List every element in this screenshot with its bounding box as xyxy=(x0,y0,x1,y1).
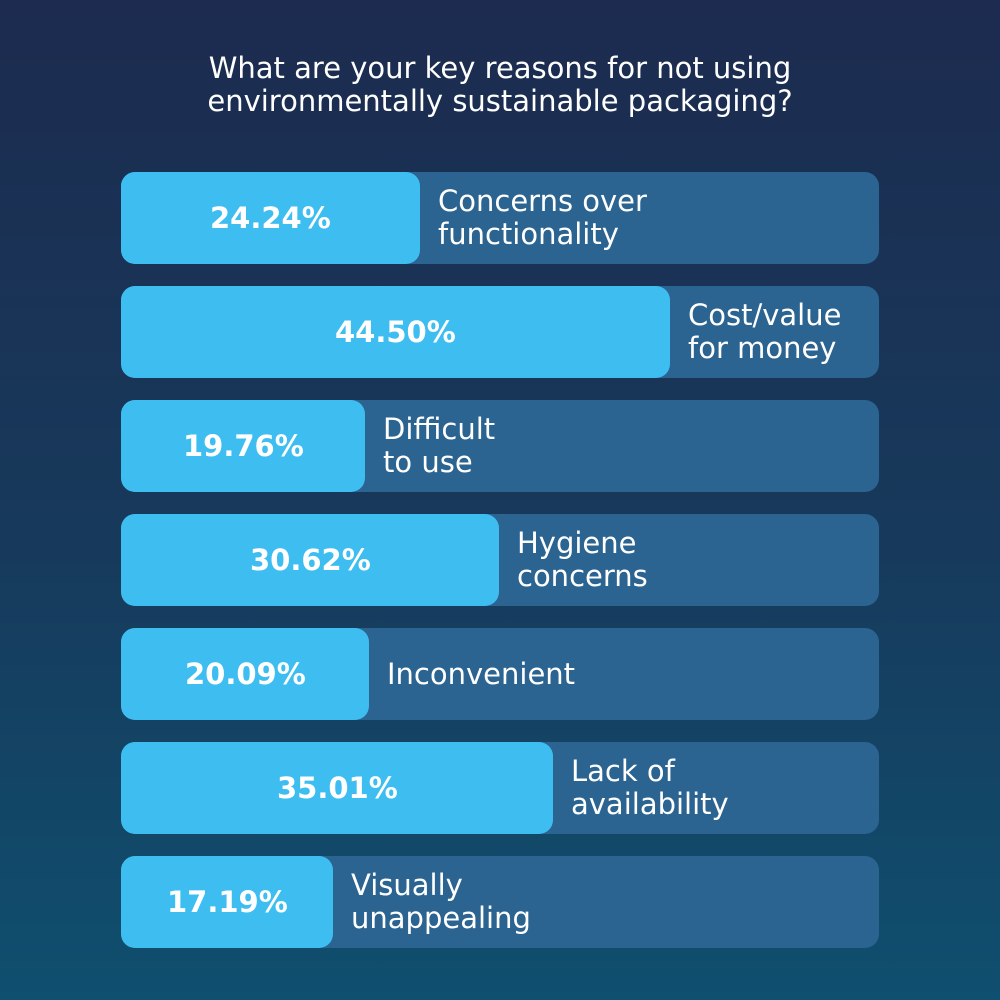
bar-category-label-line: functionality xyxy=(438,217,619,251)
bar-row: 30.62% Hygiene concerns xyxy=(121,514,879,606)
bar-category-label-line: Lack of xyxy=(571,754,675,788)
chart-title-line-2: environmentally sustainable packaging? xyxy=(207,84,793,118)
bar-value-label: 30.62% xyxy=(250,543,371,577)
bar-value-label: 24.24% xyxy=(210,201,331,235)
bar-category-label-line: Concerns over xyxy=(438,184,647,218)
bar-row: 44.50% Cost/value for money xyxy=(121,286,879,378)
bar xyxy=(121,400,365,492)
bar-category-label: Lack of availability xyxy=(571,742,729,834)
bar-row: 19.76% Difficult to use xyxy=(121,400,879,492)
bar-value-label: 20.09% xyxy=(185,657,306,691)
chart-title: What are your key reasons for not using … xyxy=(0,52,1000,118)
bar-category-label-line: availability xyxy=(571,787,729,821)
bar-category-label-line: Cost/value xyxy=(688,298,842,332)
bar-category-label-line: Inconvenient xyxy=(387,656,576,691)
bar-row: 35.01% Lack of availability xyxy=(121,742,879,834)
bar-value-label: 44.50% xyxy=(335,315,456,349)
chart-title-line-1: What are your key reasons for not using xyxy=(208,51,792,85)
bar-category-label: Hygiene concerns xyxy=(517,514,648,606)
bar-category-label: Cost/value for money xyxy=(688,286,841,378)
bar-value-label: 35.01% xyxy=(277,771,398,805)
bar-category-label-line: Difficult xyxy=(383,412,496,446)
bar-category-label: Concerns over functionality xyxy=(438,172,647,264)
bar-value-label: 17.19% xyxy=(167,885,288,919)
bar-category-label-line: to use xyxy=(383,445,473,479)
bar-category-label: Inconvenient xyxy=(387,628,575,720)
bar xyxy=(121,856,333,948)
bar-row: 20.09% Inconvenient xyxy=(121,628,879,720)
bar-category-label: Visually unappealing xyxy=(351,856,531,948)
bar-value-label: 19.76% xyxy=(183,429,304,463)
bar-chart: 24.24% Concerns over functionality 44.50% Co… xyxy=(121,172,879,970)
bar-row: 24.24% Concerns over functionality xyxy=(121,172,879,264)
bar xyxy=(121,286,670,378)
bar xyxy=(121,742,553,834)
bar-category-label-line: unappealing xyxy=(351,901,531,935)
bar xyxy=(121,172,420,264)
bar-category-label-line: for money xyxy=(688,331,837,365)
bar xyxy=(121,628,369,720)
bar-category-label-line: Hygiene xyxy=(517,526,637,560)
bar-category-label: Difficult to use xyxy=(383,400,495,492)
bar-category-label-line: concerns xyxy=(517,559,648,593)
bar-row: 17.19% Visually unappealing xyxy=(121,856,879,948)
bar xyxy=(121,514,499,606)
bar-category-label-line: Visually xyxy=(351,868,463,902)
